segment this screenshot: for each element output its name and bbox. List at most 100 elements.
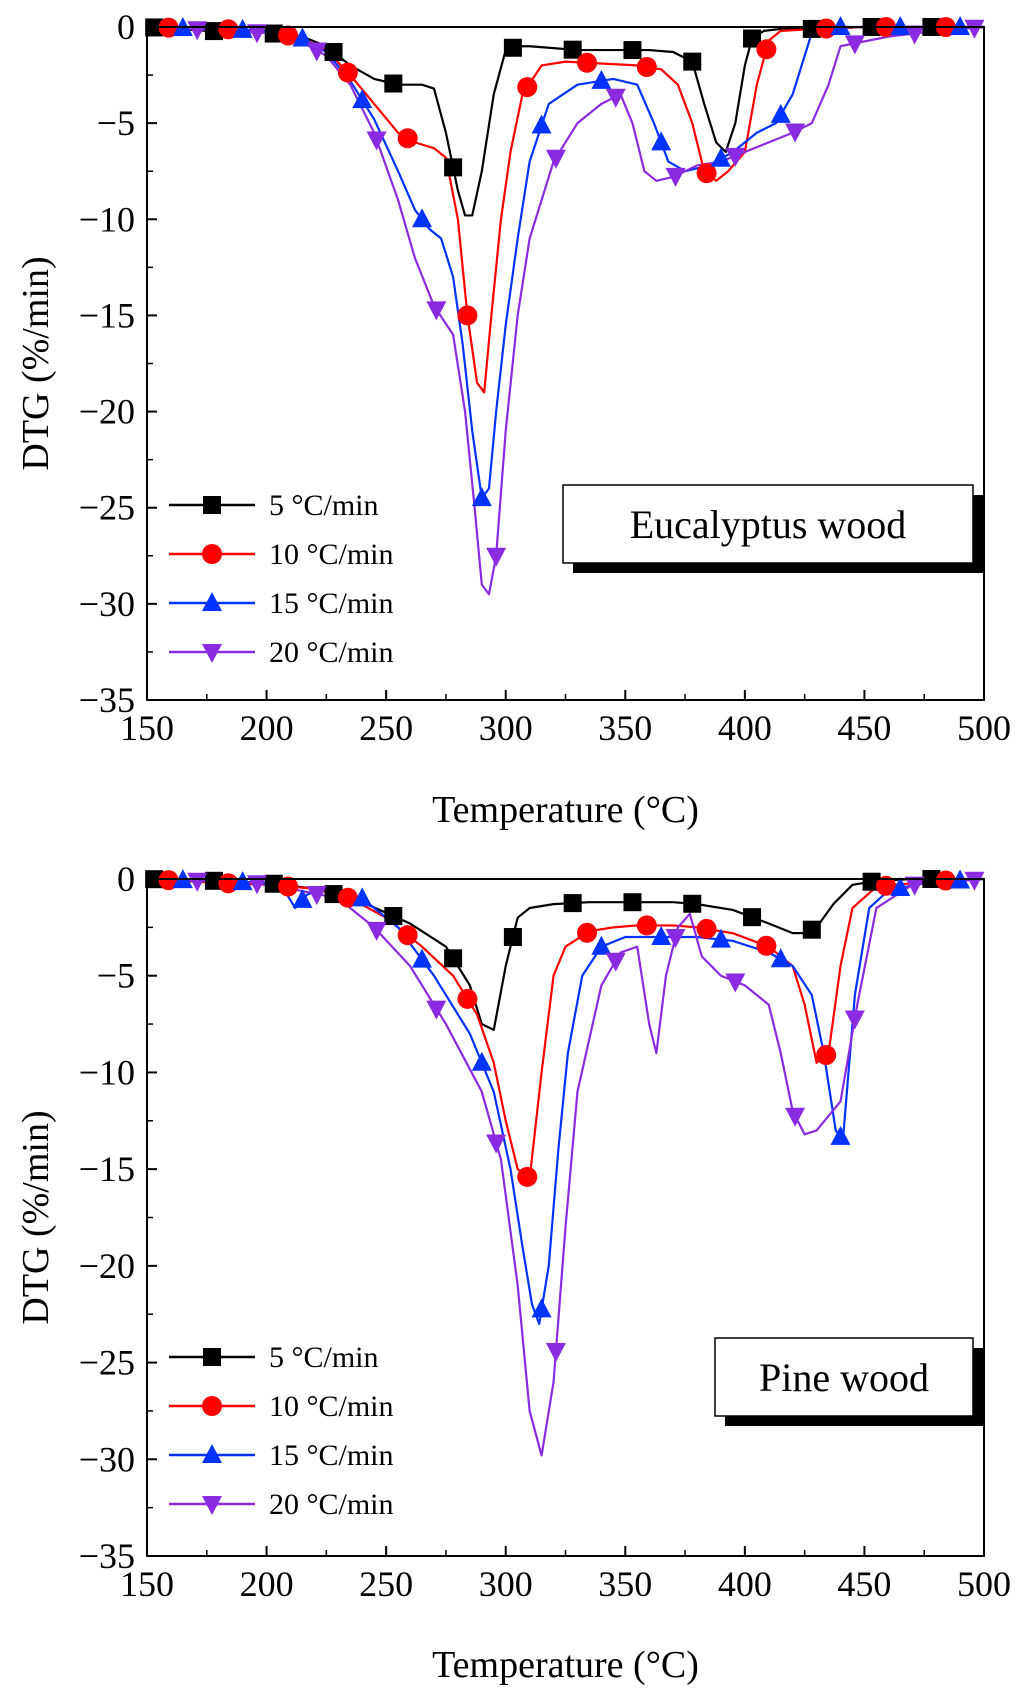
x-tick-label: 450 xyxy=(837,1564,891,1604)
data-point-0 xyxy=(324,42,343,61)
data-point-1 xyxy=(278,876,299,897)
legend-marker-0 xyxy=(203,496,221,514)
legend-label-0: 5 °C/min xyxy=(269,1341,379,1374)
data-point-0 xyxy=(444,949,463,968)
data-point-1 xyxy=(457,988,478,1009)
markers-layer xyxy=(145,869,985,1362)
legend: 5 °C/min 10 °C/min 15 °C/min 20 °C/min xyxy=(169,489,394,669)
data-point-2 xyxy=(651,926,672,946)
y-axis-title: DTG (%/min) xyxy=(15,256,57,470)
x-tick-label: 300 xyxy=(479,708,533,748)
data-point-1 xyxy=(218,19,239,40)
x-tick-label: 350 xyxy=(598,708,652,748)
data-point-2 xyxy=(950,16,971,35)
data-point-3 xyxy=(844,1010,865,1030)
data-point-3 xyxy=(306,885,327,905)
y-tick-label: 0 xyxy=(117,859,135,899)
data-point-2 xyxy=(651,131,672,151)
y-tick-label: −10 xyxy=(79,1052,135,1092)
x-tick-label: 250 xyxy=(359,708,413,748)
data-point-1 xyxy=(457,305,478,326)
x-tick-label: 250 xyxy=(359,1564,413,1604)
data-point-3 xyxy=(785,123,806,143)
data-point-3 xyxy=(486,547,507,567)
data-point-2 xyxy=(531,114,552,134)
data-point-3 xyxy=(904,876,925,896)
data-point-0 xyxy=(683,894,702,913)
data-point-2 xyxy=(471,1051,492,1071)
data-point-3 xyxy=(247,24,268,44)
data-point-3 xyxy=(964,19,985,39)
data-point-1 xyxy=(816,1045,837,1066)
legend-marker-0 xyxy=(203,1348,221,1366)
data-point-3 xyxy=(725,973,746,993)
data-point-3 xyxy=(545,1342,566,1362)
x-tick-label: 400 xyxy=(718,708,772,748)
x-tick-label: 450 xyxy=(837,708,891,748)
data-point-0 xyxy=(683,52,702,71)
data-point-1 xyxy=(636,915,657,936)
data-point-3 xyxy=(486,1134,507,1154)
chart-eucalyptus: 150 200 250 300 350 400 450 500 0 −5 −10 −15 −20 −25 −… xyxy=(15,7,1011,831)
legend-label-1: 10 °C/min xyxy=(269,538,394,571)
y-tick-label: −35 xyxy=(79,1536,135,1576)
annotation-frame xyxy=(562,484,974,564)
series-line-2 xyxy=(146,25,984,500)
y-tick-label: −30 xyxy=(79,1439,135,1479)
data-point-3 xyxy=(725,147,746,167)
data-point-1 xyxy=(158,870,179,891)
x-tick-label: 500 xyxy=(957,1564,1011,1604)
data-point-0 xyxy=(503,38,522,57)
data-point-0 xyxy=(623,41,642,60)
chart-pine: 150 200 250 300 350 400 450 500 0 −5 −10 −15 −20 −25 −… xyxy=(15,859,1011,1686)
data-point-1 xyxy=(517,77,538,98)
data-point-3 xyxy=(187,872,208,892)
data-point-0 xyxy=(563,894,582,913)
legend-label-3: 20 °C/min xyxy=(269,1488,394,1521)
data-point-2 xyxy=(710,147,731,167)
x-tick-label: 200 xyxy=(240,708,294,748)
x-tick-label: 200 xyxy=(240,1564,294,1604)
data-point-2 xyxy=(890,16,911,35)
data-point-2 xyxy=(770,103,791,123)
data-point-1 xyxy=(517,1166,538,1187)
markers-layer xyxy=(145,16,985,567)
data-point-3 xyxy=(366,131,387,151)
data-point-3 xyxy=(665,167,686,187)
data-point-0 xyxy=(743,908,762,927)
legend-marker-3 xyxy=(202,1496,222,1515)
data-point-2 xyxy=(352,887,373,907)
data-point-3 xyxy=(366,921,387,941)
data-point-1 xyxy=(696,918,717,939)
data-point-2 xyxy=(232,871,253,891)
data-point-2 xyxy=(471,487,492,507)
data-point-1 xyxy=(337,62,358,83)
legend-label-3: 20 °C/min xyxy=(269,636,394,669)
data-point-0 xyxy=(743,29,762,48)
data-point-3 xyxy=(605,88,626,108)
data-point-0 xyxy=(384,74,403,93)
data-point-3 xyxy=(785,1107,806,1127)
data-point-2 xyxy=(292,27,313,47)
legend-marker-2 xyxy=(202,592,222,611)
data-point-0 xyxy=(444,158,463,177)
data-point-3 xyxy=(844,35,865,55)
legend-label-2: 15 °C/min xyxy=(269,1439,394,1472)
y-axis-title: DTG (%/min) xyxy=(15,1110,57,1324)
data-point-1 xyxy=(756,935,777,956)
data-point-3 xyxy=(426,1000,447,1020)
y-tick-label: −20 xyxy=(79,1246,135,1286)
y-tick-label: −5 xyxy=(97,103,135,143)
series-line-1 xyxy=(146,25,984,394)
x-tick-label: 500 xyxy=(957,708,1011,748)
data-point-2 xyxy=(830,16,851,35)
data-point-1 xyxy=(816,18,837,39)
data-point-3 xyxy=(545,149,566,169)
legend: 5 °C/min 10 °C/min 15 °C/min 20 °C/min xyxy=(169,1341,394,1521)
data-point-0 xyxy=(204,871,223,890)
data-point-2 xyxy=(232,18,253,38)
y-tick-label: −20 xyxy=(79,392,135,432)
x-tick-label: 150 xyxy=(120,708,174,748)
data-point-2 xyxy=(412,208,433,228)
